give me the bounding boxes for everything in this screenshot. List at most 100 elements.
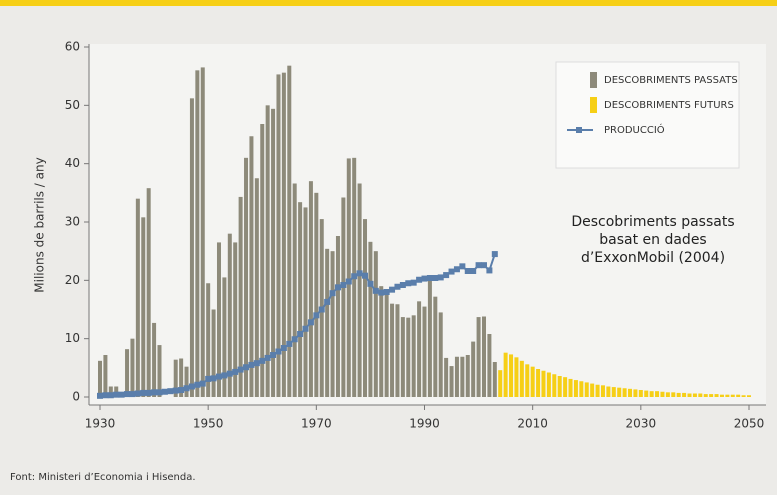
- bar: [238, 196, 243, 397]
- bar: [303, 207, 308, 397]
- marker: [113, 391, 120, 398]
- marker: [145, 389, 152, 396]
- marker: [340, 282, 347, 288]
- marker: [210, 375, 217, 382]
- bar: [417, 301, 422, 397]
- bar: [308, 181, 313, 397]
- marker: [188, 383, 195, 390]
- bar: [125, 349, 130, 397]
- annotation: Descobriments passats: [571, 214, 734, 230]
- marker: [253, 360, 260, 367]
- marker: [275, 348, 282, 355]
- bar: [298, 202, 303, 397]
- marker: [389, 286, 396, 293]
- bar: [152, 322, 157, 397]
- bar: [600, 385, 605, 397]
- bar: [363, 219, 368, 397]
- bar: [665, 392, 670, 397]
- x-tick-label: 2010: [517, 417, 548, 431]
- bar: [714, 394, 719, 397]
- bar: [135, 198, 140, 397]
- marker: [205, 375, 212, 382]
- bar: [346, 158, 351, 397]
- top-band: [0, 0, 777, 6]
- marker: [356, 270, 363, 277]
- marker: [215, 373, 222, 380]
- bar: [660, 391, 665, 397]
- marker: [118, 391, 125, 398]
- marker: [437, 274, 444, 281]
- bar: [368, 241, 373, 397]
- x-tick-label: 1990: [409, 417, 440, 431]
- bar: [698, 393, 703, 397]
- marker: [221, 372, 228, 379]
- bar: [503, 352, 508, 397]
- marker: [270, 352, 277, 358]
- marker: [226, 370, 233, 377]
- marker: [232, 368, 239, 375]
- y-tick-label: 0: [72, 390, 80, 404]
- bar: [638, 390, 643, 397]
- marker: [453, 266, 460, 273]
- bar: [525, 364, 530, 397]
- x-tick-label: 1930: [85, 417, 116, 431]
- bar: [584, 382, 589, 397]
- bar: [438, 312, 443, 397]
- marker: [475, 262, 482, 269]
- bar: [606, 386, 611, 397]
- bar: [476, 317, 481, 397]
- bar: [741, 395, 746, 397]
- marker: [199, 380, 206, 387]
- marker: [318, 306, 325, 313]
- marker: [286, 340, 293, 347]
- bar: [703, 394, 708, 397]
- marker: [464, 268, 471, 274]
- marker: [102, 392, 109, 399]
- bar: [557, 376, 562, 397]
- bar: [519, 360, 524, 397]
- marker: [421, 275, 428, 282]
- bar: [579, 381, 584, 397]
- bar: [130, 338, 135, 397]
- marker: [172, 387, 179, 394]
- marker: [443, 272, 450, 279]
- marker: [378, 289, 385, 296]
- bar: [206, 283, 211, 397]
- legend-marker: [576, 127, 582, 133]
- bar: [379, 286, 384, 397]
- legend-swatch: [590, 72, 597, 88]
- bar: [536, 369, 541, 397]
- annotation: basat en dades: [599, 232, 706, 248]
- bar: [590, 383, 595, 397]
- marker: [297, 331, 304, 337]
- bar: [719, 394, 724, 397]
- bar: [281, 72, 286, 398]
- marker: [167, 388, 174, 395]
- bar: [395, 304, 400, 397]
- x-tick-label: 1950: [193, 417, 224, 431]
- bar: [747, 395, 751, 397]
- bar: [227, 233, 232, 397]
- bar: [184, 366, 189, 397]
- marker: [124, 391, 131, 398]
- marker: [372, 287, 379, 294]
- marker: [243, 364, 250, 371]
- x-tick-label: 2030: [626, 417, 657, 431]
- bar: [157, 345, 162, 397]
- marker: [491, 251, 498, 258]
- bar: [514, 357, 519, 397]
- bar: [730, 394, 735, 397]
- bar: [492, 362, 497, 397]
- marker: [280, 345, 287, 351]
- annotation: d’ExxonMobil (2004): [581, 250, 725, 266]
- marker: [134, 390, 141, 397]
- bar: [454, 356, 459, 397]
- bar: [254, 178, 259, 397]
- marker: [313, 312, 320, 319]
- bar: [541, 370, 546, 397]
- bar: [173, 359, 178, 397]
- bar: [622, 388, 627, 397]
- bar: [292, 183, 297, 397]
- bar: [195, 70, 200, 397]
- marker: [486, 267, 493, 274]
